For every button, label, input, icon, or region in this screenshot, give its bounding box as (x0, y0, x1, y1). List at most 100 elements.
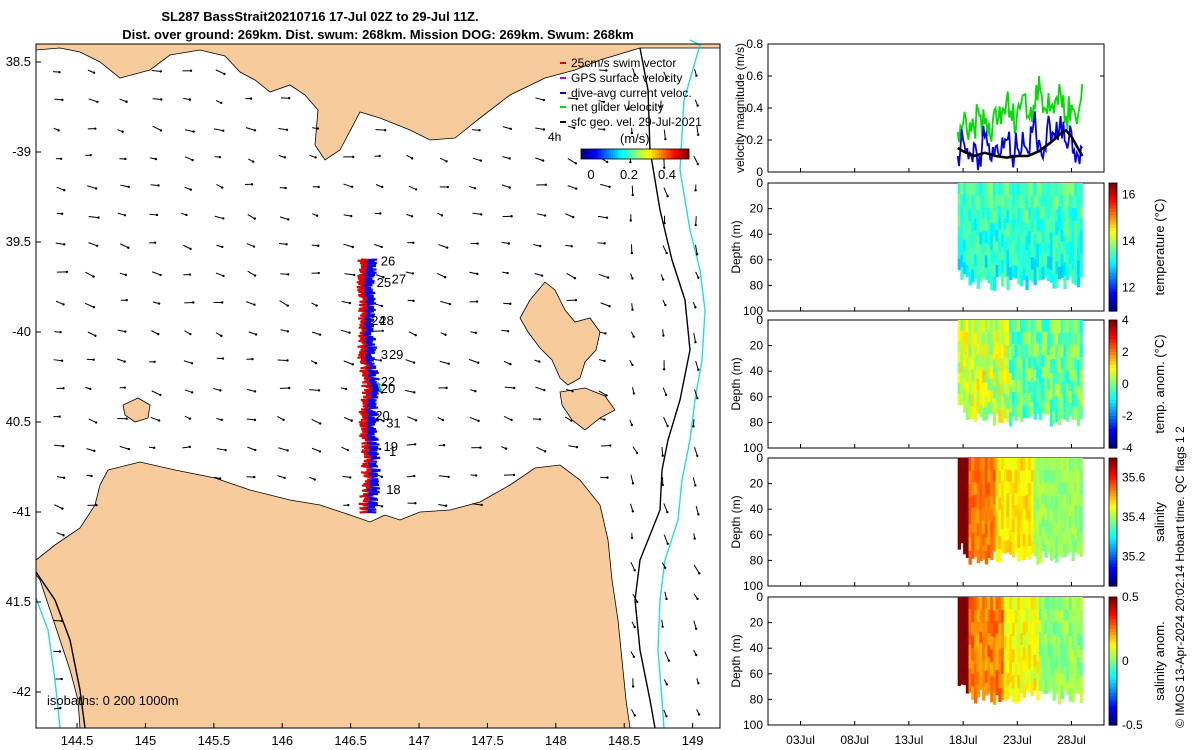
heatmap-cell (1025, 405, 1029, 418)
heatmap-cell (1020, 332, 1024, 346)
heatmap-cell (1057, 194, 1062, 208)
heatmap-cell (987, 657, 991, 671)
heatmap-cell (998, 536, 1002, 550)
heatmap-cell (1076, 633, 1081, 646)
heatmap-cell (1060, 265, 1064, 278)
heatmap-cell (963, 541, 967, 555)
heatmap-cell (976, 671, 980, 685)
velocity-arrow (694, 389, 698, 399)
heatmap-cell (1041, 389, 1045, 403)
heatmap-cell (1001, 469, 1005, 483)
heatmap-cell (1038, 255, 1043, 269)
heatmap-cell (1001, 396, 1005, 410)
velocity-arrow (54, 444, 64, 447)
heatmap-cell (992, 539, 997, 552)
heatmap-cell (1041, 218, 1045, 232)
heatmap-cell (992, 196, 997, 211)
swim-vector (365, 393, 371, 397)
colorbar-swatch (651, 149, 654, 159)
heatmap-cell (1028, 520, 1032, 535)
scale-label: 4h (548, 130, 561, 144)
heatmap-cell (1063, 458, 1067, 471)
heatmap-cell (1060, 320, 1064, 333)
heatmap-cell (1071, 662, 1075, 677)
heatmap-cell (1079, 369, 1083, 383)
heatmap-cell (1047, 183, 1051, 196)
heatmap-cell (979, 207, 983, 221)
heatmap-cell (998, 523, 1002, 537)
heatmap-cell (992, 263, 997, 278)
heatmap-cell (1003, 481, 1008, 495)
heatmap-cell (1041, 194, 1045, 208)
heatmap-cell (1009, 518, 1013, 531)
heatmap-cell (1030, 402, 1035, 415)
heatmap-cell (1038, 536, 1043, 550)
panel-colorbar-swatch (1109, 342, 1117, 347)
heatmap-cell (1057, 469, 1062, 483)
heatmap-cell (1020, 320, 1024, 334)
velocity-y-tick: 0.6 (746, 69, 763, 83)
velocity-arrow (184, 129, 194, 133)
heatmap-cell (1022, 368, 1027, 382)
velocity-arrow (663, 187, 669, 197)
heatmap-cell (963, 673, 967, 686)
day-label: 24 (371, 313, 385, 328)
swim-vector (361, 427, 369, 431)
heatmap-cell (1033, 470, 1037, 484)
longitude-ticks: 144.5 145 145.5 146 146.5 147 147.5 148 148.5 149 (61, 723, 703, 748)
heatmap-cell (976, 597, 980, 611)
heatmap-cell (995, 206, 999, 219)
heatmap-cell (982, 674, 986, 688)
heatmap-cell (1014, 183, 1018, 196)
heatmap-cell (957, 330, 961, 342)
heatmap-cell (1057, 183, 1062, 196)
velocity-arrow (568, 445, 578, 448)
heatmap-cell (998, 345, 1002, 359)
velocity-arrow (116, 358, 125, 363)
heatmap-cell (1066, 505, 1070, 519)
heatmap-cell (982, 533, 986, 547)
heatmap-cell (1063, 666, 1067, 680)
heatmap-cell (960, 640, 964, 653)
colorbar-swatch (607, 149, 610, 159)
panel-colorbar-swatch (1109, 355, 1117, 359)
heatmap-cell (1006, 196, 1010, 211)
heatmap-cell (1074, 644, 1078, 658)
credit-text: © IMOS 13-Apr-2024 20:02:14 Hobart time.… (1173, 426, 1187, 728)
heatmap-cell (990, 343, 994, 356)
heatmap-cell (963, 366, 967, 379)
swim-vector (358, 350, 367, 354)
heatmap-cell (1020, 508, 1024, 522)
swim-vector (359, 323, 364, 327)
heatmap-cell (982, 370, 986, 384)
day-label: 18 (386, 482, 400, 497)
heatmap-cell (960, 510, 964, 523)
colorbar-swatch (645, 149, 648, 159)
heatmap-cell (1017, 183, 1021, 197)
heatmap-cell (1079, 206, 1083, 219)
isobath-west-200m (35, 571, 86, 729)
heatmap-cell (960, 219, 964, 232)
current-vector (366, 335, 374, 339)
panel-colorbar-tick: 35.4 (1122, 510, 1146, 524)
heatmap-cell (1022, 508, 1027, 522)
heatmap-cell (1014, 636, 1018, 651)
heatmap-cell (1001, 673, 1005, 688)
velocity-arrow (150, 416, 160, 421)
heatmap-cell (982, 183, 986, 196)
heatmap-cell (1009, 243, 1013, 256)
heatmap-cell (1028, 508, 1032, 522)
heatmap-cell (976, 484, 980, 498)
heatmap-cell (1041, 458, 1045, 471)
heatmap-cell (1066, 481, 1070, 495)
heatmap-cell (965, 470, 970, 484)
heatmap-cell (963, 517, 967, 531)
heatmap-cell (1052, 345, 1056, 360)
swim-vector (362, 492, 369, 496)
heatmap-cell (1066, 255, 1070, 268)
heatmap-cell (1068, 217, 1073, 230)
swim-vector (358, 410, 367, 414)
heatmap-cell (1020, 345, 1024, 359)
heatmap-cell (957, 537, 961, 550)
velocity-arrow (566, 273, 576, 279)
